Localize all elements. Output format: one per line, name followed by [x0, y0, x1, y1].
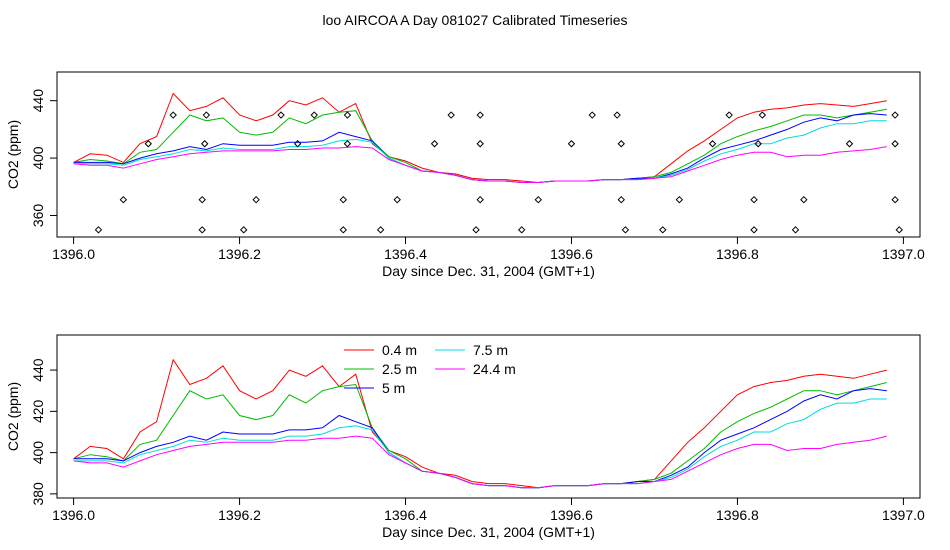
diamond-marker	[750, 226, 758, 234]
diamond-marker	[472, 226, 480, 234]
series-line-2-5-m	[73, 108, 887, 183]
diamond-marker	[239, 226, 248, 234]
diamond-marker	[393, 195, 401, 204]
legend-label: 7.5 m	[473, 342, 508, 358]
y-tick-label: 420	[30, 399, 46, 423]
diamond-marker	[447, 111, 455, 119]
diamond-marker	[675, 195, 684, 204]
plot-frame	[56, 71, 921, 238]
x-tick-label: 1396.2	[218, 507, 261, 523]
series-line-24-4-m	[73, 146, 887, 183]
legend: 0.4 m 2.5 m 5 m 7.5 m 24.4 m	[344, 342, 516, 396]
diamond-marker	[517, 226, 526, 234]
y-axis-label: CO2 (ppm)	[5, 382, 21, 451]
x-tick-label: 1396.8	[716, 507, 759, 523]
x-axis-label: Day since Dec. 31, 2004 (GMT+1)	[382, 524, 595, 540]
diamond-marker	[708, 140, 717, 148]
diamond-marker	[800, 195, 808, 204]
series-line-0-4-m	[73, 92, 887, 184]
diamond-marker	[119, 195, 128, 204]
plot-frame	[56, 334, 921, 499]
x-tick-label: 1396.8	[716, 246, 759, 262]
x-tick-label: 1396.4	[384, 246, 427, 262]
series-line-5-m	[73, 113, 887, 183]
legend-label: 5 m	[382, 380, 405, 396]
diamond-marker	[754, 140, 762, 148]
diamond-marker	[376, 226, 385, 234]
x-tick-label: 1396.6	[550, 246, 593, 262]
diamond-marker	[891, 140, 899, 148]
x-tick-label: 1396.0	[52, 246, 95, 262]
x-tick-label: 1396.4	[384, 507, 427, 523]
diamond-marker	[200, 140, 209, 148]
y-tick-label: 400	[30, 146, 46, 170]
diamond-marker	[567, 140, 576, 148]
diamond-marker	[725, 111, 733, 119]
series-line-24-4-m	[73, 435, 887, 489]
series-line-0-4-m	[73, 358, 887, 489]
diamond-marker	[277, 111, 285, 119]
diamond-marker	[476, 195, 484, 204]
diamond-marker	[750, 195, 758, 204]
diamond-marker	[845, 140, 854, 148]
series-line-5-m	[73, 388, 887, 489]
diamond-marker	[202, 111, 211, 119]
diamond-marker	[198, 226, 206, 234]
diamond-marker	[94, 226, 103, 234]
diamond-marker	[430, 140, 439, 148]
figure-title: loo AIRCOA A Day 081027 Calibrated Times…	[322, 12, 628, 28]
legend-label: 2.5 m	[382, 361, 417, 377]
x-tick-label: 1396.6	[550, 507, 593, 523]
x-tick-label: 1396.0	[52, 507, 95, 523]
diamond-marker	[476, 140, 484, 148]
legend-label: 24.4 m	[473, 361, 516, 377]
series-line-7-5-m	[73, 398, 887, 489]
x-axis-label: Day since Dec. 31, 2004 (GMT+1)	[382, 263, 595, 279]
diamond-marker	[198, 195, 206, 204]
legend-label: 0.4 m	[382, 342, 417, 358]
diamond-marker	[758, 111, 767, 119]
y-tick-label: 360	[30, 204, 46, 228]
y-tick-label: 400	[30, 441, 46, 465]
y-axis-label: CO2 (ppm)	[5, 120, 21, 189]
y-tick-label: 440	[30, 358, 46, 382]
x-tick-label: 1397.0	[882, 246, 925, 262]
diamond-marker	[891, 195, 899, 204]
x-tick-label: 1396.2	[218, 246, 261, 262]
diamond-marker	[621, 226, 630, 234]
diamond-marker	[588, 111, 596, 119]
diamond-marker	[891, 111, 899, 119]
diamond-marker	[659, 226, 667, 234]
diamond-marker	[339, 226, 347, 234]
diamond-marker	[476, 111, 484, 119]
diamond-marker	[252, 195, 260, 204]
diamond-marker	[293, 140, 302, 148]
diamond-marker	[791, 226, 800, 234]
diamond-marker	[534, 195, 542, 204]
diamond-marker	[144, 140, 152, 148]
x-tick-label: 1397.0	[882, 507, 925, 523]
diamond-marker	[343, 140, 352, 148]
diamond-marker	[617, 195, 625, 204]
chart-panel-bottom: 1396.0 1396.2 1396.4 1396.6 1396.8 1397.0 380 4…	[5, 334, 925, 540]
y-tick-label: 380	[30, 482, 46, 506]
diamond-marker	[613, 111, 621, 119]
y-tick-label: 440	[30, 89, 46, 113]
diamond-marker	[343, 111, 352, 119]
chart-panel-top: 1396.0 1396.2 1396.4 1396.6 1396.8 1397.0 360 4…	[5, 71, 925, 279]
series-line-2-5-m	[73, 382, 887, 489]
diamond-marker	[617, 140, 625, 148]
diamond-marker	[339, 195, 347, 204]
diamond-marker	[895, 226, 903, 234]
diamond-marker	[169, 111, 177, 119]
diamond-marker	[310, 111, 318, 119]
series-line-7-5-m	[73, 120, 887, 183]
